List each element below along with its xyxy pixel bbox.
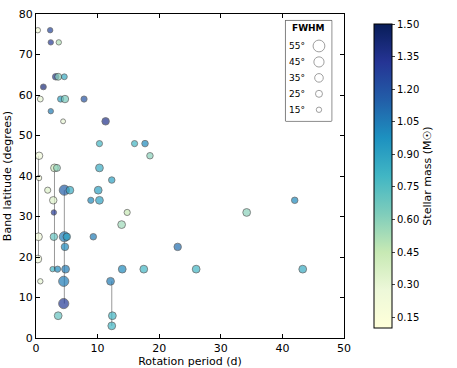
svg-text:55°: 55°	[289, 41, 305, 51]
svg-text:Rotation period (d): Rotation period (d)	[138, 355, 242, 368]
svg-text:0.45: 0.45	[397, 247, 419, 258]
svg-text:1.20: 1.20	[397, 84, 419, 95]
svg-text:0: 0	[26, 332, 33, 345]
svg-text:0.75: 0.75	[397, 181, 419, 192]
svg-text:20: 20	[152, 342, 166, 355]
svg-text:0: 0	[33, 342, 40, 355]
svg-text:45°: 45°	[289, 57, 305, 67]
svg-text:Stellar mass (M☉): Stellar mass (M☉)	[421, 126, 434, 225]
svg-text:30: 30	[19, 210, 33, 223]
svg-text:25°: 25°	[289, 89, 305, 99]
svg-text:0.60: 0.60	[397, 214, 419, 225]
svg-text:60: 60	[19, 89, 33, 102]
svg-text:30: 30	[214, 342, 228, 355]
svg-text:50: 50	[19, 129, 33, 142]
svg-text:70: 70	[19, 48, 33, 61]
svg-text:10: 10	[19, 291, 33, 304]
svg-text:40: 40	[19, 170, 33, 183]
svg-text:Band latitude (degrees): Band latitude (degrees)	[1, 111, 14, 241]
svg-text:20: 20	[19, 251, 33, 264]
svg-text:0.90: 0.90	[397, 149, 419, 160]
svg-text:0.15: 0.15	[397, 312, 419, 323]
svg-text:80: 80	[19, 8, 33, 21]
svg-text:1.50: 1.50	[397, 19, 419, 30]
svg-text:15°: 15°	[289, 105, 305, 115]
svg-text:1.05: 1.05	[397, 116, 419, 127]
svg-text:0.30: 0.30	[397, 279, 419, 290]
svg-text:FWHM: FWHM	[292, 23, 325, 33]
svg-text:10: 10	[91, 342, 105, 355]
svg-text:1.35: 1.35	[397, 51, 419, 62]
svg-text:50: 50	[337, 342, 351, 355]
svg-text:40: 40	[275, 342, 289, 355]
svg-text:35°: 35°	[289, 73, 305, 83]
